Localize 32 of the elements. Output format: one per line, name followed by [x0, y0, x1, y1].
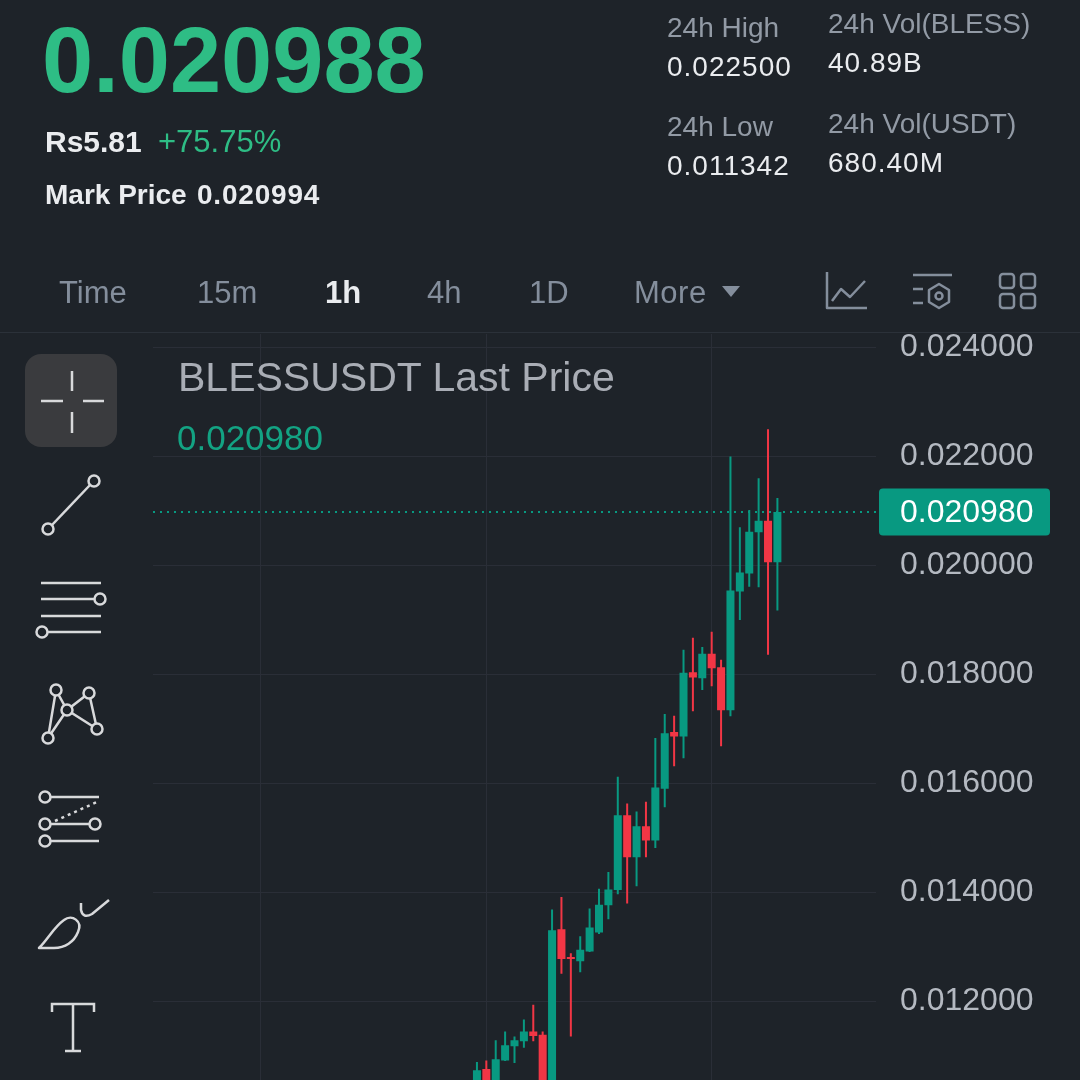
- text: 0.020988: [42, 8, 426, 114]
- text: 24h Vol(USDT): [828, 107, 1017, 141]
- text: BLESSUSDT Last Price: [178, 354, 615, 402]
- candlestick: [688, 637, 697, 712]
- y-tick-label: 0.024000: [900, 327, 1034, 364]
- y-tick-label: 0.022000: [900, 436, 1034, 473]
- ref-line-label: 0.020980: [900, 492, 1034, 529]
- annotation: 0.020980: [177, 417, 323, 459]
- text: Rs5.81: [45, 124, 142, 160]
- y-tick-label: 0.016000: [900, 763, 1034, 800]
- text: 1D: [529, 275, 569, 311]
- y-tick-label: 0.018000: [900, 654, 1034, 691]
- text: Mark Price: [45, 178, 187, 212]
- y-tick-label: 0.014000: [900, 871, 1034, 908]
- text: 40.89B: [828, 46, 923, 80]
- y-tick-label: 0.020000: [900, 545, 1034, 582]
- candlestick: [566, 953, 575, 1037]
- text: 0.022500: [667, 50, 792, 84]
- text: +75.75%: [158, 124, 282, 160]
- text: 1h: [325, 275, 362, 311]
- text: 0.020994: [197, 178, 321, 212]
- text: 0.011342: [667, 149, 790, 183]
- text: More: [634, 275, 707, 311]
- text: 24h Low: [667, 110, 773, 144]
- text: 680.40M: [828, 146, 944, 180]
- text: 24h Vol(BLESS): [828, 7, 1031, 41]
- text: 4h: [427, 275, 462, 311]
- text: 15m: [197, 275, 258, 311]
- text: Time: [59, 275, 127, 311]
- y-tick-label: 0.012000: [900, 980, 1034, 1017]
- candlestick: [670, 715, 679, 767]
- text: 24h High: [667, 11, 780, 45]
